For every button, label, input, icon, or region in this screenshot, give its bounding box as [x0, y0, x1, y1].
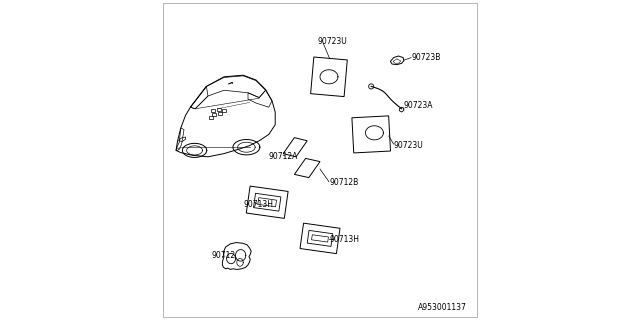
Text: 90712B: 90712B [330, 178, 359, 187]
Text: 90723U: 90723U [317, 37, 347, 46]
Text: 90723U: 90723U [394, 141, 423, 150]
Bar [209, 116, 213, 119]
Bar [222, 109, 226, 112]
Bar [218, 112, 222, 115]
Text: 90723B: 90723B [412, 53, 440, 62]
Text: 90713H: 90713H [243, 200, 273, 209]
Text: 90712: 90712 [211, 252, 236, 260]
Text: 90713H: 90713H [330, 236, 360, 244]
Text: 90723A: 90723A [403, 101, 433, 110]
Bar [212, 113, 216, 116]
Text: A953001137: A953001137 [419, 303, 467, 312]
Bar [211, 109, 215, 112]
Text: 90712A: 90712A [269, 152, 298, 161]
Bar [218, 108, 221, 111]
